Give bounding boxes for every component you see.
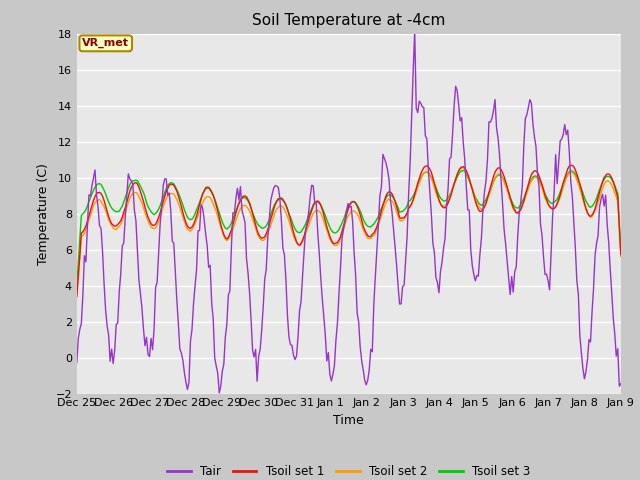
Tsoil set 3 (253, 220, 261, 226)
Tsoil set 1 (617, 252, 625, 257)
Tair (312, 200, 320, 206)
Tair (589, 286, 597, 292)
Tsoil set 1 (73, 293, 81, 299)
Tsoil set 1 (262, 231, 270, 237)
Tsoil set 2 (73, 294, 81, 300)
Tsoil set 2 (253, 230, 261, 236)
Tsoil set 2 (617, 254, 625, 260)
Text: VR_met: VR_met (82, 38, 129, 48)
Tsoil set 3 (140, 190, 147, 195)
Line: Tair: Tair (77, 31, 621, 393)
Y-axis label: Temperature (C): Temperature (C) (37, 163, 50, 264)
Tair (255, 354, 262, 360)
Tsoil set 1 (253, 228, 261, 233)
Tair (140, 326, 147, 332)
Legend: Tair, Tsoil set 1, Tsoil set 2, Tsoil set 3: Tair, Tsoil set 1, Tsoil set 2, Tsoil se… (163, 461, 535, 480)
Tsoil set 3 (617, 249, 625, 254)
Tsoil set 1 (140, 198, 147, 204)
Tsoil set 2 (588, 213, 596, 219)
Line: Tsoil set 1: Tsoil set 1 (77, 165, 621, 296)
Tsoil set 2 (235, 209, 243, 215)
Tsoil set 1 (588, 212, 596, 218)
Line: Tsoil set 2: Tsoil set 2 (77, 168, 621, 297)
Tair (617, 381, 625, 386)
Tsoil set 3 (311, 200, 319, 205)
Tsoil set 2 (311, 209, 319, 215)
Title: Soil Temperature at -4cm: Soil Temperature at -4cm (252, 13, 445, 28)
Tsoil set 3 (460, 168, 467, 173)
Tsoil set 2 (140, 204, 147, 210)
Tair (73, 360, 81, 365)
Tsoil set 3 (588, 204, 596, 209)
Tsoil set 3 (73, 284, 81, 289)
Line: Tsoil set 3: Tsoil set 3 (77, 170, 621, 287)
Tair (411, 28, 419, 34)
Tsoil set 2 (262, 234, 270, 240)
Tsoil set 3 (262, 223, 270, 229)
Tsoil set 2 (460, 165, 467, 170)
Tair (216, 390, 223, 396)
Tair (237, 184, 244, 190)
X-axis label: Time: Time (333, 414, 364, 427)
Tsoil set 1 (235, 200, 243, 206)
Tsoil set 1 (311, 200, 319, 206)
Tsoil set 1 (567, 162, 575, 168)
Tsoil set 3 (235, 201, 243, 206)
Tair (264, 236, 271, 241)
